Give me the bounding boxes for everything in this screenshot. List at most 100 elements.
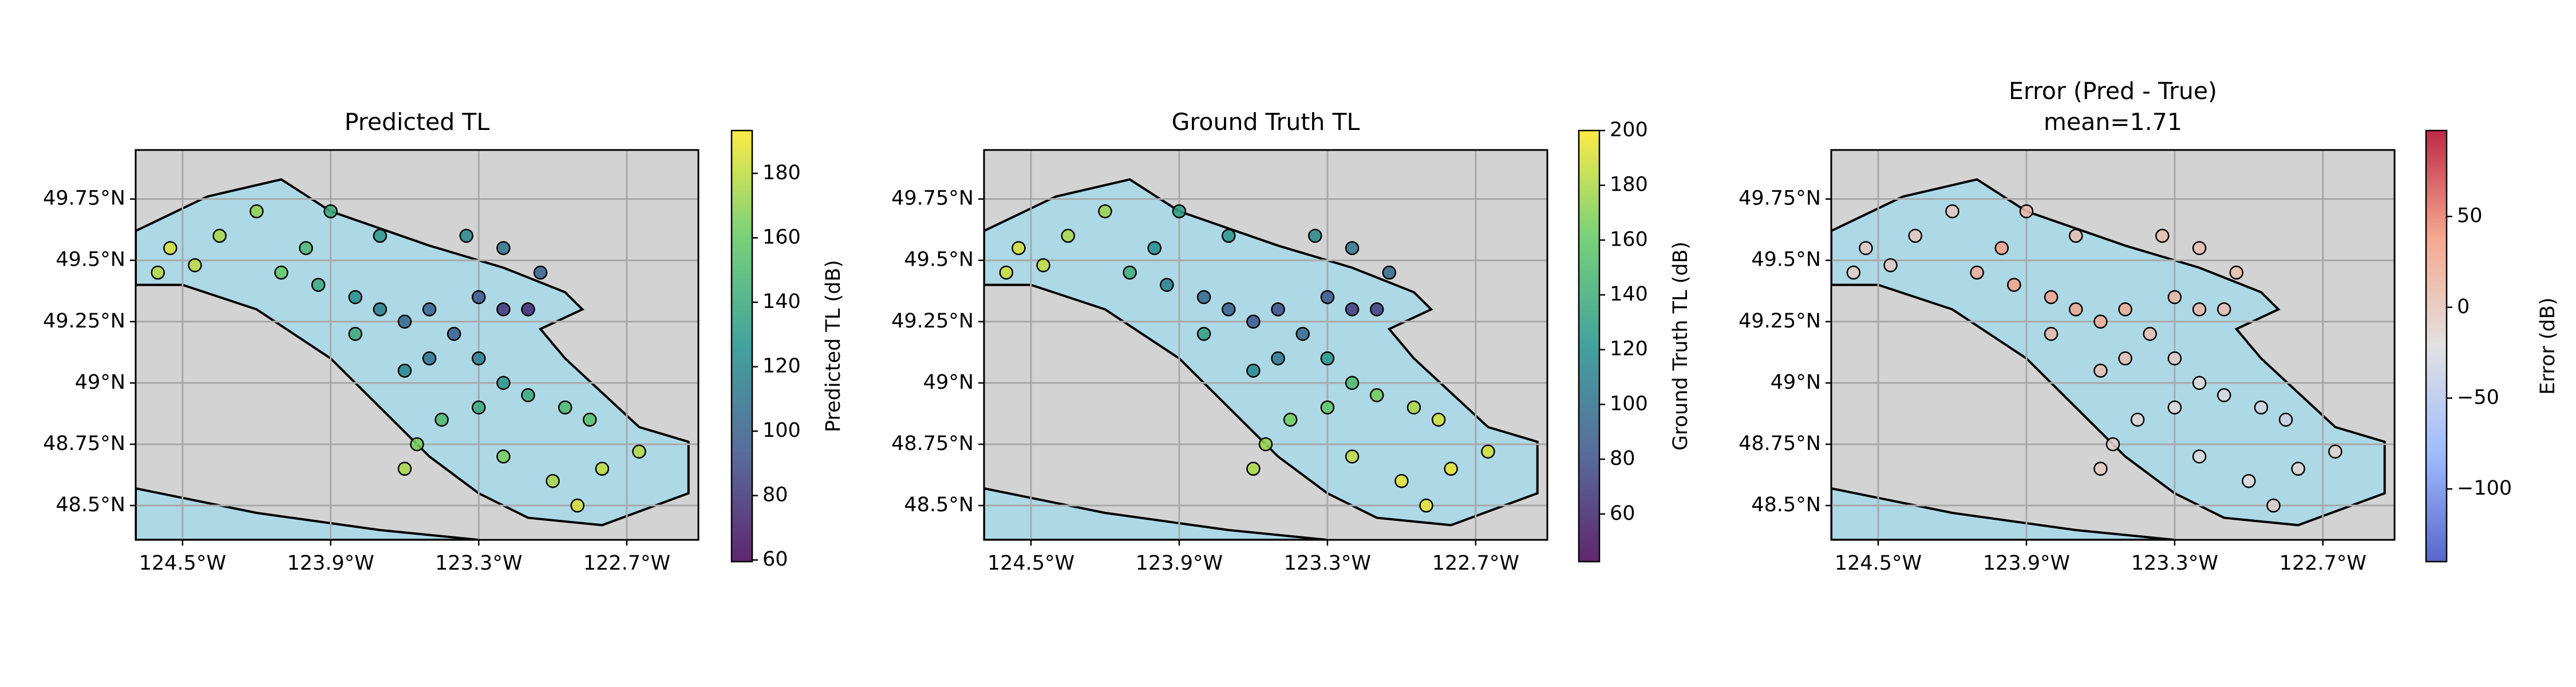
point [1345,449,1360,464]
point [422,351,437,366]
colorbar-tick-label: 120 [762,355,801,378]
point [1320,351,1335,366]
point [2093,364,2108,378]
point [583,412,597,427]
y-tick-label: 49.25°N [1739,310,1821,333]
colorbar-tick-label: 80 [762,484,788,507]
point [570,498,584,513]
point [188,258,202,273]
point [1147,241,1162,255]
point [422,302,437,317]
x-tick-label: 123.9°W [287,552,374,575]
colorbar-tick-label: −100 [2457,477,2512,500]
y-tick-label: 49.25°N [43,310,125,333]
point [2118,302,2132,317]
axes-frame [1830,149,2396,541]
point [1246,364,1261,378]
point [2093,314,2108,329]
water [1831,178,2386,527]
point [2167,290,2182,305]
point [1419,498,1433,513]
point [2192,302,2207,317]
point [323,204,338,219]
point [2291,461,2305,476]
y-tick-label: 49.75°N [891,187,974,210]
point [1859,241,1873,255]
water [1831,487,2175,540]
point [1382,265,1397,280]
map-area [136,150,698,540]
point [2130,412,2145,427]
point [1123,265,1137,280]
point [1970,265,1984,280]
colorbar-tick-label: 50 [2457,204,2483,227]
point [348,290,362,305]
map-area [984,150,1547,540]
point [2229,265,2244,280]
point [2044,326,2059,341]
point [397,461,412,476]
chart-title: Ground Truth TL [1172,108,1360,136]
point [1222,228,1236,243]
colorbar-tick-label: 180 [1610,173,1648,196]
x-tick-label: 123.3°W [1284,552,1371,575]
point [472,351,486,366]
point [2105,437,2120,452]
colorbar-gradient [730,129,753,563]
point [1846,265,1861,280]
colorbar-tick-label: 180 [762,161,801,184]
water [984,178,1539,527]
colorbar-label: Predicted TL (dB) [822,260,845,432]
point [250,204,264,219]
y-tick-label: 49°N [923,371,974,394]
y-tick-label: 48.75°N [891,432,974,455]
map-area [1831,150,2395,540]
point [2254,400,2269,414]
point [1908,228,1922,243]
point [1320,290,1335,305]
y-tick-label: 48.75°N [1739,432,1821,455]
point [2242,473,2256,488]
colorbar-tick-label: 100 [762,419,801,442]
water [136,178,690,527]
point [299,241,313,255]
colorbar-gradient [2425,129,2448,563]
colorbar-tick-label: 60 [762,548,788,571]
chart-title: Error (Pred - True) [2009,77,2217,105]
chart-title: Predicted TL [345,108,490,136]
colorbar-tick-label: 0 [2457,295,2470,318]
point [1012,241,1026,255]
y-tick-label: 49.5°N [56,248,125,271]
point [212,228,227,243]
point [1283,412,1298,427]
point [1345,302,1360,317]
point [999,265,1014,280]
point [1271,302,1285,317]
y-tick-label: 49.75°N [43,187,125,210]
point [1258,437,1273,452]
x-tick-label: 124.5°W [987,552,1074,575]
point [1295,326,1310,341]
point [397,364,412,378]
point [459,228,473,243]
point [163,241,177,255]
point [2044,290,2059,305]
x-tick-label: 124.5°W [139,552,226,575]
point [2118,351,2132,366]
point [546,473,560,488]
colorbar-tick-label: 160 [1610,228,1648,251]
point [496,241,511,255]
map-panel: 124.5°W 123.9°W 123.3°W 122.7°W 48.5°N 48.75°… [891,108,1548,575]
point [1308,228,1322,243]
y-tick-label: 49.25°N [891,310,974,333]
point [1345,241,1360,255]
colorbar-tick-label: 120 [1610,338,1648,361]
point [1431,412,1446,427]
y-tick-label: 48.5°N [904,493,974,516]
axes-frame [983,149,1548,541]
point [1196,290,1211,305]
point [1444,461,1458,476]
point [2217,388,2231,402]
point [1994,241,2009,255]
